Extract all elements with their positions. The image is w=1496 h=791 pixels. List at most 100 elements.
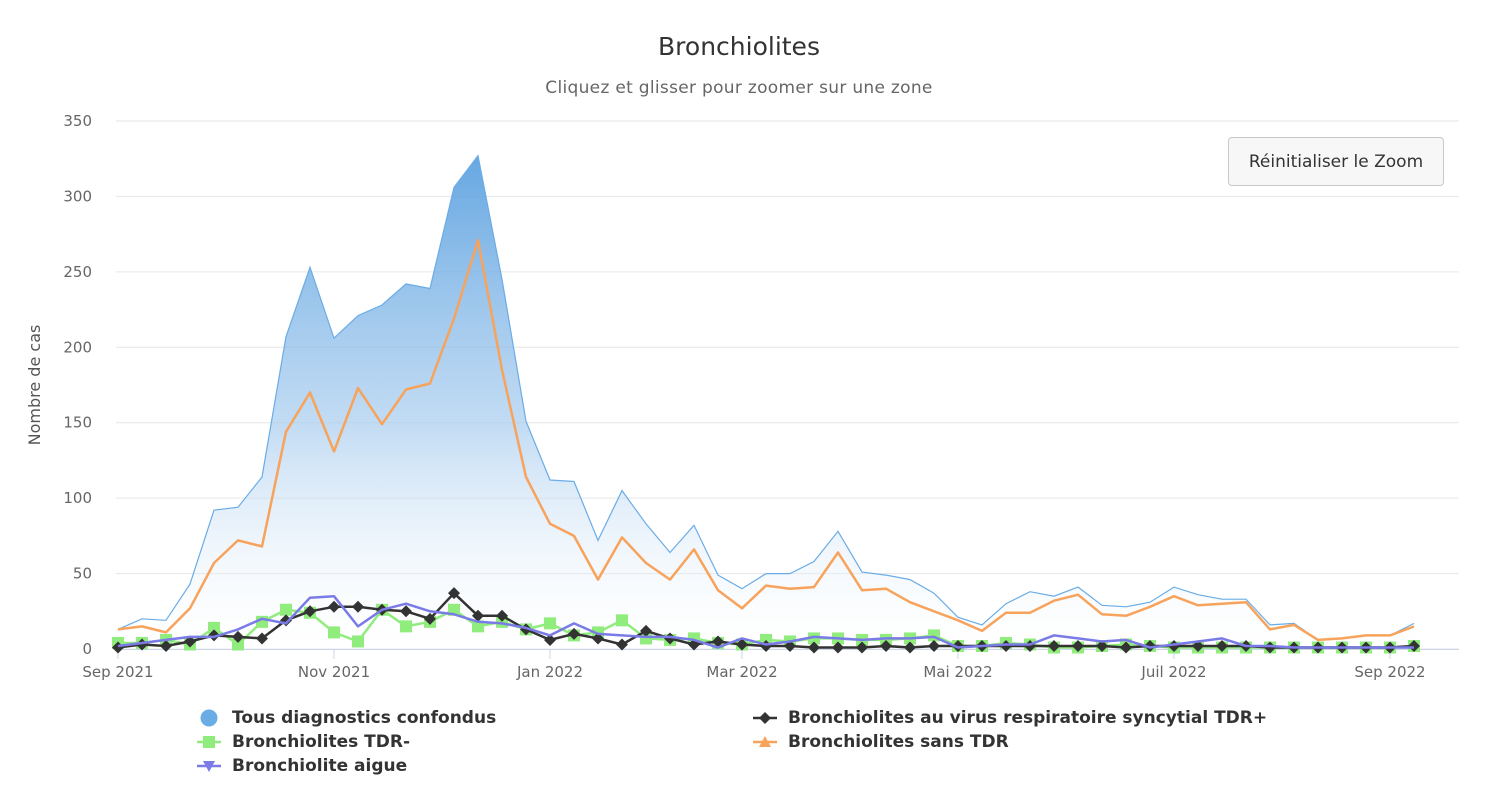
data-point[interactable]	[328, 600, 340, 613]
legend-label: Bronchiolites au virus respiratoire sync…	[788, 708, 1268, 728]
data-point[interactable]	[1264, 641, 1276, 654]
data-point[interactable]	[424, 612, 436, 625]
area-fill	[118, 155, 1414, 649]
x-tick-label: Mai 2022	[923, 663, 992, 681]
data-point[interactable]	[640, 632, 652, 645]
data-point[interactable]	[1408, 639, 1420, 652]
data-point[interactable]	[880, 639, 892, 652]
data-point[interactable]	[904, 641, 916, 654]
y-tick-label: 150	[63, 414, 92, 432]
data-point[interactable]	[568, 627, 580, 640]
data-point[interactable]	[1072, 639, 1084, 652]
data-point[interactable]	[304, 605, 316, 618]
x-tick-label: Nov 2021	[298, 663, 370, 681]
legend-item-4[interactable]: Bronchiolite aigue	[196, 754, 496, 778]
data-point[interactable]	[208, 629, 220, 642]
data-point[interactable]	[352, 600, 364, 613]
legend-left: Tous diagnostics confondus Bronchiolites …	[196, 706, 496, 778]
legend-label: Bronchiolite aigue	[232, 756, 408, 776]
legend-symbol-icon	[753, 712, 777, 724]
data-point[interactable]	[928, 639, 940, 652]
data-point[interactable]	[544, 617, 556, 630]
legend-marker[interactable]	[203, 761, 215, 772]
data-point[interactable]	[856, 641, 868, 654]
legend-item-1[interactable]: Bronchiolites au virus respiratoire sync…	[752, 706, 1267, 730]
data-point[interactable]	[808, 632, 820, 645]
data-point[interactable]	[1216, 639, 1228, 652]
chart-plot-area[interactable]: 0 50 100 150 200 250 300 350 Sep 2021 Nov 2021 Ja…	[0, 0, 1478, 700]
y-tick-label: 300	[63, 187, 92, 205]
y-tick-label: 250	[63, 263, 92, 281]
legend-item-3[interactable]: Bronchiolites sans TDR	[752, 730, 1267, 754]
legend-label: Bronchiolites TDR-	[232, 732, 411, 752]
data-point[interactable]	[496, 609, 508, 622]
data-point[interactable]	[880, 633, 892, 646]
data-point[interactable]	[616, 638, 628, 651]
data-point[interactable]	[1120, 641, 1132, 654]
data-point[interactable]	[712, 635, 724, 648]
y-axis-ticks: 0 50 100 150 200 250 300 350	[63, 112, 92, 658]
data-point[interactable]	[472, 620, 484, 633]
series-1	[112, 587, 1420, 654]
legend-symbol-icon	[197, 761, 221, 772]
x-tick-label: Juil 2022	[1140, 663, 1206, 681]
data-point[interactable]	[808, 641, 820, 654]
series-layer	[112, 154, 1420, 654]
data-point[interactable]	[280, 603, 292, 616]
legend-item-0[interactable]: Tous diagnostics confondus	[196, 706, 496, 730]
data-point[interactable]	[1048, 639, 1060, 652]
legend-circle	[200, 709, 218, 727]
x-tick-label: Jan 2022	[516, 663, 583, 681]
data-point[interactable]	[232, 638, 244, 651]
data-point[interactable]	[352, 635, 364, 648]
data-point[interactable]	[400, 620, 412, 633]
legend-marker[interactable]	[759, 712, 771, 724]
data-point[interactable]	[952, 639, 964, 652]
data-point[interactable]	[208, 621, 220, 634]
x-tick-label: Mar 2022	[706, 663, 777, 681]
x-tick-label: Sep 2021	[82, 663, 153, 681]
series-3	[117, 238, 1415, 642]
legend-right: Bronchiolites au virus respiratoire sync…	[752, 706, 1267, 754]
data-point[interactable]	[1000, 639, 1012, 652]
data-point[interactable]	[544, 633, 556, 646]
data-point[interactable]	[664, 632, 676, 645]
legend-marker[interactable]	[759, 736, 771, 747]
data-point[interactable]	[160, 639, 172, 652]
series-0	[117, 154, 1415, 649]
series-line[interactable]	[117, 238, 1415, 642]
data-point[interactable]	[736, 638, 748, 651]
data-point[interactable]	[472, 609, 484, 622]
chart-title: Bronchiolites	[658, 32, 820, 61]
data-point[interactable]	[640, 624, 652, 637]
data-point[interactable]	[832, 641, 844, 654]
legend-symbol-icon	[753, 736, 777, 747]
data-point[interactable]	[592, 632, 604, 645]
legend-symbol-icon	[200, 709, 218, 727]
data-point[interactable]	[1096, 639, 1108, 652]
y-tick-label: 100	[63, 489, 92, 507]
reset-zoom-button[interactable]: Réinitialiser le Zoom	[1228, 137, 1444, 186]
data-point[interactable]	[616, 614, 628, 627]
data-point[interactable]	[448, 587, 460, 600]
chart-subtitle: Cliquez et glisser pour zoomer sur une z…	[545, 78, 933, 98]
data-point[interactable]	[400, 605, 412, 618]
data-point[interactable]	[592, 626, 604, 639]
legend-symbol-icon	[197, 736, 221, 748]
legend-label: Bronchiolites sans TDR	[788, 732, 1009, 752]
series-line[interactable]	[117, 594, 1414, 649]
data-point[interactable]	[1144, 639, 1156, 652]
data-point[interactable]	[256, 632, 268, 645]
data-point[interactable]	[232, 630, 244, 643]
y-tick-label: 200	[63, 338, 92, 356]
x-tick-label: Sep 2022	[1354, 663, 1425, 681]
y-tick-label: 0	[82, 640, 92, 658]
legend-marker[interactable]	[203, 736, 215, 748]
data-point[interactable]	[328, 626, 340, 639]
y-tick-label: 350	[63, 112, 92, 130]
y-axis-label: Nombre de cas	[25, 325, 44, 446]
y-tick-label: 50	[73, 565, 92, 583]
area-line[interactable]	[117, 154, 1415, 641]
legend-label: Tous diagnostics confondus	[232, 708, 497, 728]
legend-item-2[interactable]: Bronchiolites TDR-	[196, 730, 496, 754]
